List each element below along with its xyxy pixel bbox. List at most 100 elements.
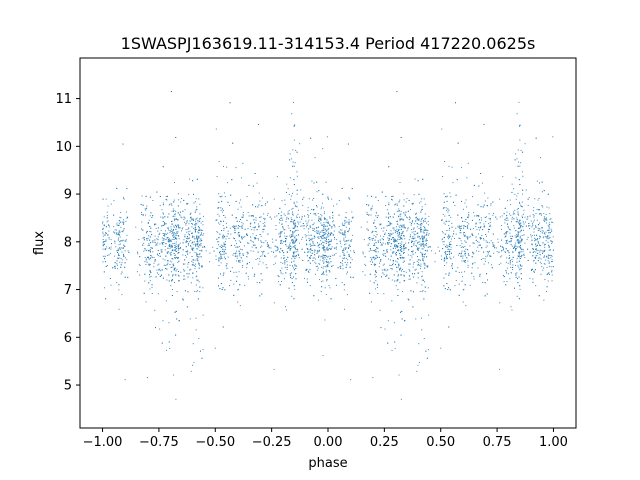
data-point [343,232,345,234]
data-point [337,267,339,269]
data-point [175,210,177,212]
data-point [163,238,165,240]
data-point [172,249,174,251]
data-point [445,196,447,198]
data-point [519,219,521,221]
data-point [186,237,188,239]
data-point [163,239,165,241]
data-point [190,216,192,218]
data-point [286,218,288,220]
data-point [174,274,176,276]
data-point [524,242,526,244]
data-point [184,259,186,261]
data-point [256,282,258,284]
data-point [259,255,261,257]
data-point [258,239,260,241]
data-point [346,251,348,253]
data-point [307,248,309,250]
data-point [196,206,198,208]
data-point [145,195,147,197]
data-point [350,240,352,242]
data-point [162,166,164,168]
data-point [505,248,507,250]
data-point [171,232,173,234]
data-point [174,237,176,239]
data-point [382,239,384,241]
data-point [261,197,263,199]
data-point [428,314,430,316]
data-point [388,233,390,235]
data-point [324,225,326,227]
data-point [535,285,537,287]
data-point [460,255,462,257]
data-point [167,227,169,229]
data-point [295,225,297,227]
data-point [420,228,422,230]
data-point [202,234,204,236]
data-point [371,258,373,260]
data-point [165,198,167,200]
data-point [403,245,405,247]
data-point [177,219,179,221]
data-point [400,274,402,276]
data-point [159,268,161,270]
data-point [325,269,327,271]
data-point [331,246,333,248]
data-point [546,290,548,292]
data-point [273,368,275,370]
data-point [149,230,151,232]
data-point [368,214,370,216]
data-point [192,272,194,274]
data-point [325,232,327,234]
data-point [247,242,249,244]
data-point [297,213,299,215]
data-point [397,249,399,251]
data-point [341,282,343,284]
data-point [174,249,176,251]
data-point [102,227,104,229]
data-point [362,271,364,273]
data-point [369,273,371,275]
data-point [463,260,465,262]
data-point [321,224,323,226]
data-point [473,278,475,280]
data-point [412,202,414,204]
data-point [298,254,300,256]
data-point [314,249,316,251]
data-point [317,267,319,269]
data-point [159,253,161,255]
data-point [423,256,425,258]
data-point [121,221,123,223]
data-point [348,255,350,257]
data-point [530,220,532,222]
data-point [482,182,484,184]
data-point [171,294,173,296]
data-point [293,224,295,226]
data-point [418,218,420,220]
data-point [529,251,531,253]
data-point [517,232,519,234]
data-point [192,218,194,220]
data-point [257,223,259,225]
data-point [488,229,490,231]
data-point [168,274,170,276]
data-point [316,269,318,271]
data-point [408,268,410,270]
data-point [544,243,546,245]
data-point [343,258,345,260]
data-point [147,256,149,258]
data-point [307,251,309,253]
data-point [241,237,243,239]
data-point [116,232,118,234]
data-point [505,232,507,234]
data-point [105,232,107,234]
data-point [421,279,423,281]
data-point [281,224,283,226]
data-point [339,255,341,257]
data-point [227,230,229,232]
data-point [389,233,391,235]
data-point [351,217,353,219]
data-point [192,219,194,221]
data-point [123,198,125,200]
data-point [396,251,398,253]
